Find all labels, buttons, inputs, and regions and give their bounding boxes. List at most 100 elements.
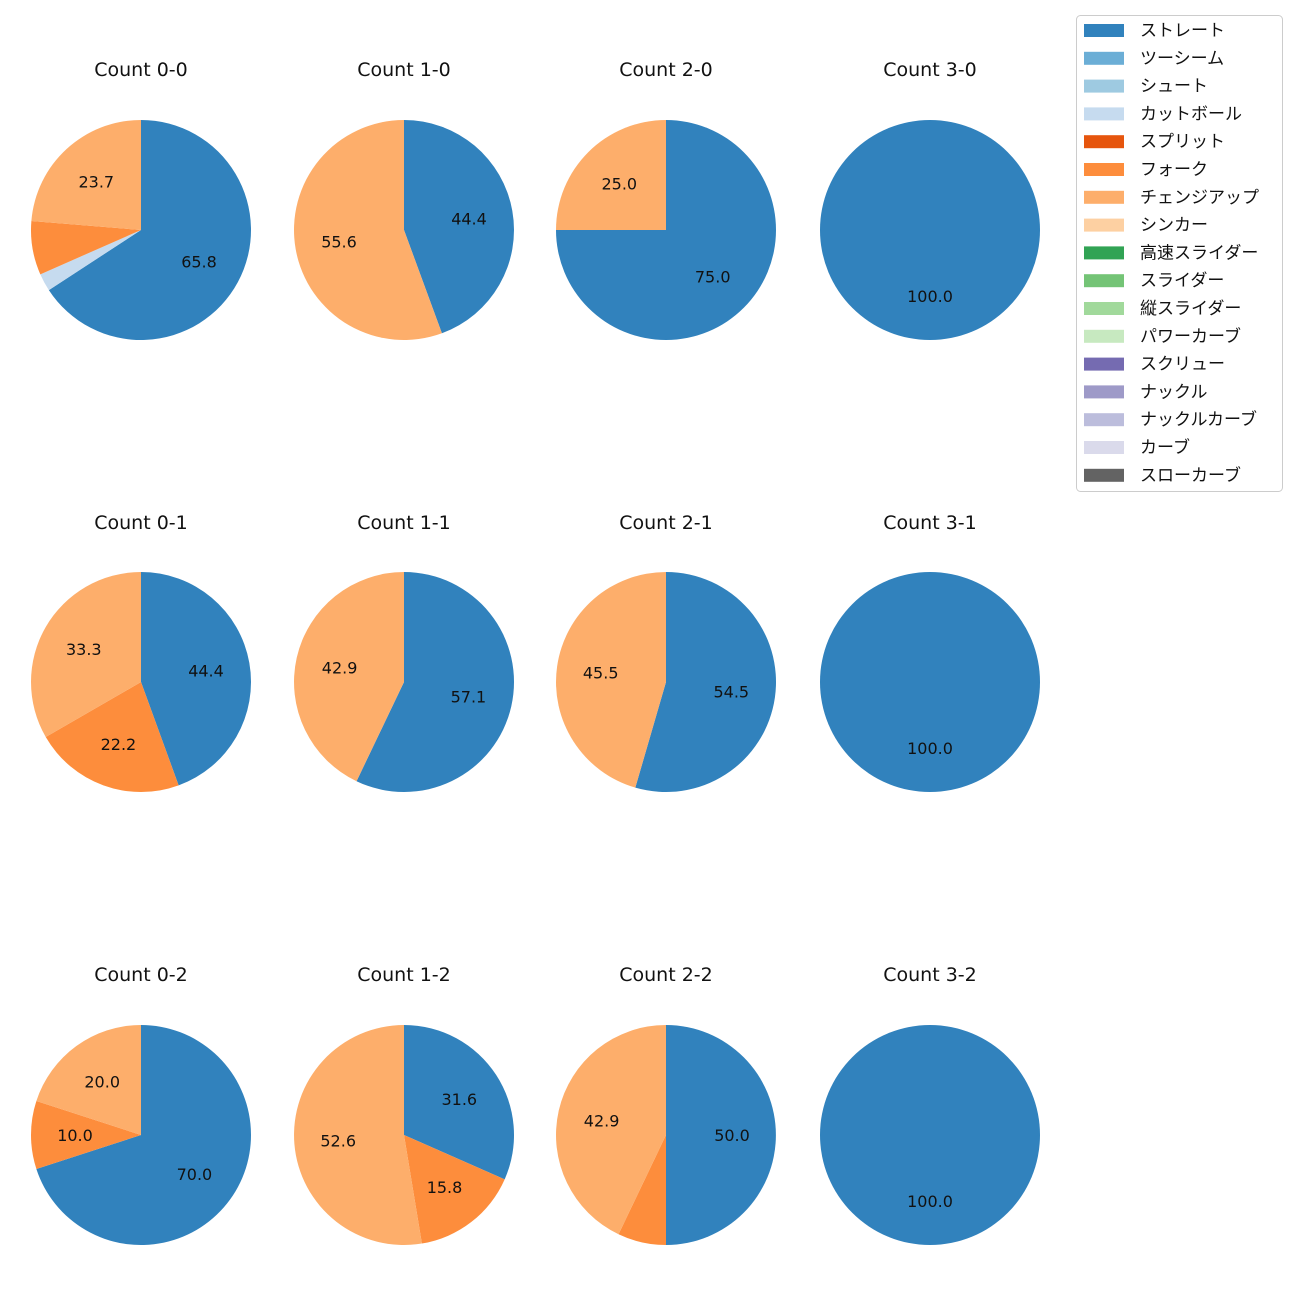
legend-swatch	[1084, 329, 1124, 343]
legend-label: スライダー	[1140, 271, 1224, 291]
slice-label: 50.0	[714, 1126, 750, 1145]
slice-label: 20.0	[84, 1073, 120, 1092]
pie-slice	[820, 1025, 1040, 1245]
pie-count-0-0: Count 0-0 65.8 23.7	[31, 59, 252, 340]
pie-slice	[404, 120, 514, 334]
legend-label: ツーシーム	[1140, 49, 1224, 69]
legend-swatch	[1084, 246, 1124, 260]
legend-label: チェンジアップ	[1140, 188, 1259, 208]
pie-slice	[293, 120, 442, 340]
pie-title: Count 3-2	[883, 964, 977, 986]
pie-slice	[556, 120, 666, 230]
legend-label: ナックル	[1140, 382, 1208, 402]
slice-label: 42.9	[584, 1111, 620, 1130]
slice-label: 100.0	[907, 1192, 953, 1211]
pie-slice	[820, 120, 1040, 340]
slice-label: 22.2	[101, 735, 137, 754]
pie-slice	[666, 1025, 776, 1245]
pie-title: Count 1-2	[357, 964, 451, 986]
slice-label: 75.0	[695, 268, 731, 287]
legend-item: 縦スライダー	[1084, 299, 1241, 319]
pie-title: Count 1-1	[357, 512, 451, 534]
pie-slice	[404, 1025, 515, 1180]
pie-slice	[45, 682, 179, 793]
slice-label: 23.7	[78, 173, 114, 192]
slice-label: 52.6	[320, 1131, 356, 1150]
slice-label: 57.1	[451, 688, 487, 707]
pie-count-2-1: Count 2-1 54.5 45.5	[556, 512, 777, 793]
slice-label: 42.9	[322, 658, 358, 677]
legend-swatch	[1084, 107, 1124, 121]
legend-label: カーブ	[1140, 437, 1190, 458]
legend-item: カーブ	[1084, 437, 1190, 458]
pie-count-1-2: Count 1-2 31.6 15.8 52.6	[294, 964, 515, 1246]
pie-title: Count 0-1	[94, 512, 188, 534]
slice-label: 70.0	[177, 1165, 213, 1184]
slice-label: 100.0	[907, 287, 953, 306]
pie-title: Count 1-0	[357, 59, 451, 81]
legend-swatch	[1084, 163, 1124, 176]
legend-label: フォーク	[1140, 160, 1208, 180]
legend-label: ストレート	[1140, 21, 1225, 41]
legend-item: シンカー	[1084, 216, 1208, 236]
legend-item: パワーカーブ	[1084, 326, 1241, 347]
pie-slice	[820, 572, 1040, 792]
pie-slice	[48, 119, 252, 340]
legend-item: ナックル	[1084, 382, 1208, 402]
pie-slice	[556, 572, 666, 788]
slice-label: 45.5	[583, 664, 619, 683]
legend-swatch	[1084, 302, 1124, 315]
legend-swatch	[1084, 357, 1124, 371]
legend-item: ストレート	[1084, 21, 1225, 41]
slice-label: 15.8	[427, 1178, 463, 1197]
pie-title: Count 0-0	[94, 59, 188, 81]
pie-count-1-0: Count 1-0 44.4 55.6	[293, 59, 514, 340]
legend: ストレートツーシームシュートカットボールスプリットフォークチェンジアップシンカー…	[1076, 15, 1283, 492]
pie-count-0-2: Count 0-2 70.0 10.0 20.0	[30, 964, 251, 1245]
pie-slice	[31, 572, 142, 737]
pie-title: Count 3-0	[883, 59, 977, 81]
slice-label: 55.6	[321, 233, 357, 252]
pie-count-0-1: Count 0-1 44.4 22.2 33.3	[31, 512, 252, 793]
pie-slice	[556, 1025, 666, 1235]
slice-label: 44.4	[451, 209, 487, 228]
pie-slice	[40, 230, 141, 291]
pie-slice	[36, 1025, 141, 1135]
pie-slice	[404, 1135, 505, 1244]
legend-item: フォーク	[1084, 160, 1208, 180]
pie-title: Count 2-1	[619, 512, 713, 534]
legend-swatch	[1084, 441, 1124, 454]
legend-swatch	[1084, 468, 1124, 482]
pie-slice	[30, 1101, 142, 1169]
legend-label: スクリュー	[1140, 355, 1225, 375]
slice-label: 54.5	[713, 682, 749, 701]
legend-item: 高速スライダー	[1084, 243, 1258, 263]
legend-item: ツーシーム	[1084, 49, 1224, 69]
legend-item: チェンジアップ	[1084, 188, 1259, 208]
pie-slice	[618, 1135, 666, 1245]
legend-item: ナックルカーブ	[1084, 409, 1257, 430]
slice-label: 33.3	[66, 640, 102, 659]
pie-slice	[36, 1025, 251, 1245]
slice-label: 31.6	[441, 1090, 477, 1109]
legend-item: スクリュー	[1084, 355, 1225, 375]
pie-slice	[141, 572, 252, 786]
legend-label: スプリット	[1140, 132, 1225, 152]
slice-label: 25.0	[601, 174, 637, 193]
pie-count-2-0: Count 2-0 75.0 25.0	[556, 59, 776, 340]
legend-swatch	[1084, 385, 1124, 399]
legend-swatch	[1084, 190, 1124, 204]
pie-title: Count 2-0	[619, 59, 713, 81]
legend-label: パワーカーブ	[1140, 326, 1241, 347]
pie-slice	[294, 572, 404, 782]
slice-label: 10.0	[57, 1126, 93, 1145]
legend-label: カットボール	[1140, 104, 1242, 124]
pie-slice	[31, 221, 142, 275]
legend-item: カットボール	[1084, 104, 1242, 124]
pie-slice	[31, 120, 141, 230]
pie-count-3-1: Count 3-1 100.0	[820, 512, 1040, 792]
pie-count-2-2: Count 2-2 50.0 42.9	[556, 964, 776, 1245]
legend-item: スライダー	[1084, 271, 1224, 291]
